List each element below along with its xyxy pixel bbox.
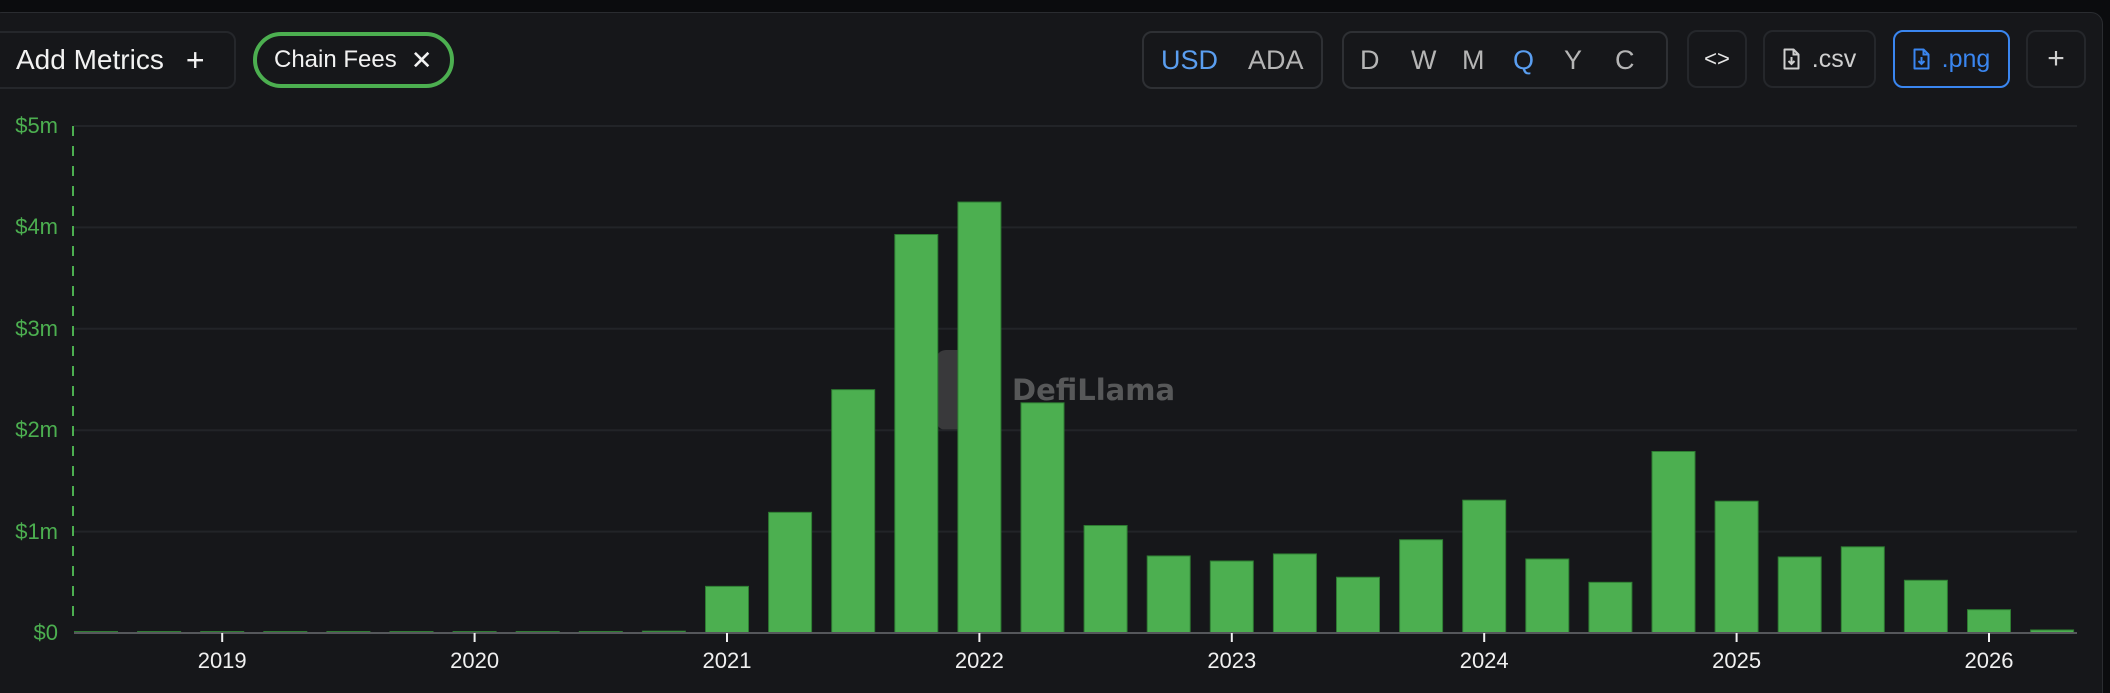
bar-2021-Q2[interactable] xyxy=(768,511,813,634)
bar-2024-Q4[interactable] xyxy=(1651,450,1696,634)
bar-2023-Q2[interactable] xyxy=(1272,553,1317,634)
period-monthly-option[interactable]: M xyxy=(1462,44,1485,75)
metric-chip-label: Chain Fees xyxy=(274,46,397,73)
currency-usd-option[interactable]: USD xyxy=(1161,44,1219,75)
add-chart-button[interactable]: + xyxy=(2026,30,2086,88)
bar-2025-Q4[interactable] xyxy=(1903,579,1948,634)
bar-2023-Q1[interactable] xyxy=(1209,560,1254,634)
close-icon[interactable]: ✕ xyxy=(410,44,433,75)
y-tick-label: $2m xyxy=(15,417,58,443)
x-tick-label: 2019 xyxy=(197,648,247,673)
currency-toggle: USD ADA xyxy=(1142,31,1323,89)
plus-icon: + xyxy=(185,41,205,78)
bar-2022-Q2[interactable] xyxy=(1020,402,1065,634)
bar-2023-Q3[interactable] xyxy=(1336,576,1380,634)
period-toggle: D W M Q Y C xyxy=(1342,31,1668,89)
period-cumulative-option[interactable]: C xyxy=(1615,44,1635,75)
add-metrics-button[interactable]: Add Metrics + xyxy=(0,31,236,89)
x-tick-label: 2023 xyxy=(1207,648,1257,673)
bar-2024-Q2[interactable] xyxy=(1525,558,1570,634)
download-csv-button[interactable]: .csv xyxy=(1763,30,1876,88)
metric-chip-chain-fees[interactable]: Chain Fees ✕ xyxy=(253,32,454,88)
png-label: .png xyxy=(1941,44,1991,73)
bar-2026-Q1[interactable] xyxy=(1967,609,2011,634)
plus-icon: + xyxy=(2047,42,2065,75)
bar-2022-Q3[interactable] xyxy=(1083,525,1128,634)
x-tick-label: 2024 xyxy=(1459,648,1509,673)
y-tick-label: $4m xyxy=(15,214,58,240)
period-weekly-option[interactable]: W xyxy=(1411,44,1437,75)
chart-toolbar: Add Metrics + Chain Fees ✕ USD ADA D W M… xyxy=(0,30,2110,90)
file-download-icon xyxy=(1913,48,1930,70)
file-download-icon xyxy=(1783,48,1800,70)
x-tick-label: 2022 xyxy=(954,648,1004,673)
period-yearly-option[interactable]: Y xyxy=(1564,44,1583,75)
y-tick-label: $5m xyxy=(15,113,58,138)
download-png-button[interactable]: .png xyxy=(1893,30,2010,88)
csv-label: .csv xyxy=(1811,44,1857,73)
bar-2021-Q4[interactable] xyxy=(894,233,939,634)
bar-2024-Q1[interactable] xyxy=(1462,499,1507,634)
period-quarterly-option[interactable]: Q xyxy=(1513,44,1535,75)
period-daily-option[interactable]: D xyxy=(1360,44,1380,75)
bar-2025-Q1[interactable] xyxy=(1714,500,1759,634)
y-tick-label: $0 xyxy=(33,620,58,645)
bar-2025-Q3[interactable] xyxy=(1840,546,1885,634)
x-tick-label: 2026 xyxy=(1964,648,2014,673)
y-tick-label: $1m xyxy=(15,518,58,544)
x-tick-label: 2025 xyxy=(1712,648,1762,673)
embed-button[interactable]: <> xyxy=(1687,30,1747,88)
bar-2022-Q4[interactable] xyxy=(1146,555,1191,634)
bar-2024-Q3[interactable] xyxy=(1588,581,1633,634)
y-tick-label: $3m xyxy=(15,315,58,341)
currency-ada-option[interactable]: ADA xyxy=(1248,44,1304,75)
bar-2021-Q3[interactable] xyxy=(831,389,876,634)
bar-2025-Q2[interactable] xyxy=(1777,556,1822,634)
x-tick-label: 2020 xyxy=(450,648,500,673)
bar-2022-Q1[interactable] xyxy=(957,201,1002,634)
watermark-text: DefiLlama xyxy=(1012,373,1176,407)
x-tick-label: 2021 xyxy=(702,648,752,673)
code-icon: <> xyxy=(1704,46,1730,71)
add-metrics-label: Add Metrics xyxy=(16,44,164,75)
bar-2021-Q1[interactable] xyxy=(705,585,749,634)
bar-2023-Q4[interactable] xyxy=(1399,539,1444,634)
